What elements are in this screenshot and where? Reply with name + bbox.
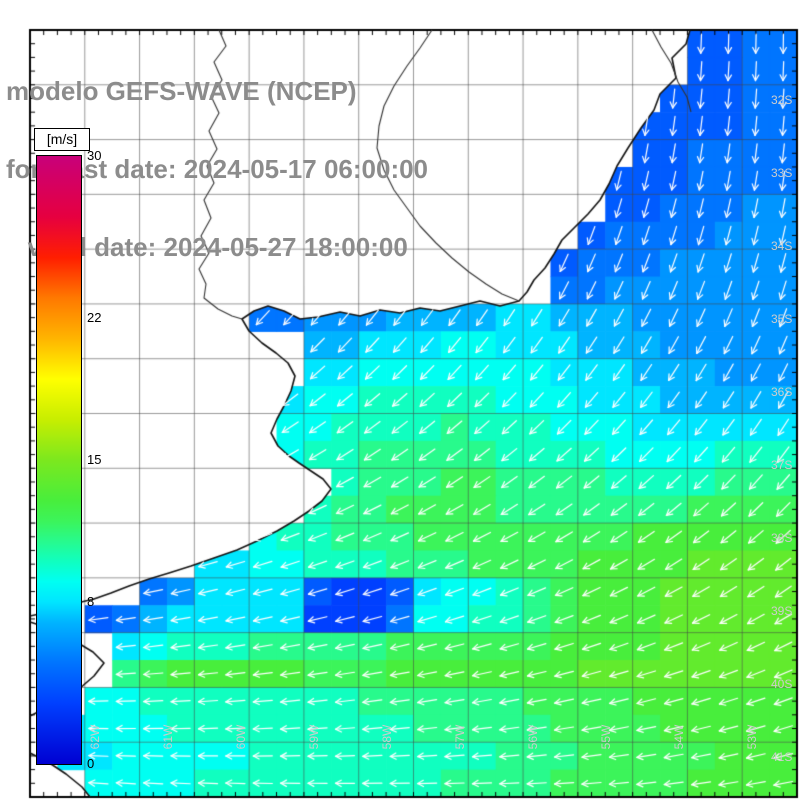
- colorbar-tick-0: 0: [87, 756, 95, 771]
- model-title: modelo GEFS-WAVE (NCEP): [6, 76, 357, 106]
- colorbar-tick-30: 30: [87, 148, 102, 163]
- colorbar-tick-8: 8: [87, 593, 95, 609]
- colorbar-gradient-bar: [36, 155, 82, 765]
- colorbar-tick-15: 15: [87, 452, 102, 467]
- colorbar: [m/s] 30 22 15 8 0: [34, 128, 144, 773]
- colorbar-units-label: [m/s]: [34, 128, 90, 151]
- colorbar-tick-22: 22: [87, 310, 102, 326]
